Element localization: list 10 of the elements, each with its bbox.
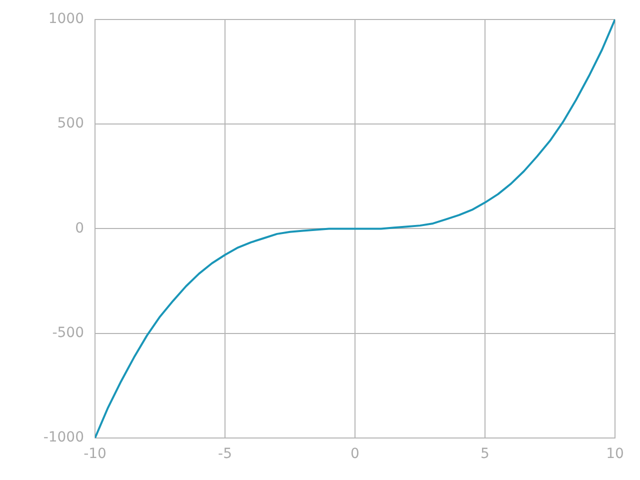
y-tick-label: 0 [75,220,84,236]
x-tick-label: 5 [480,446,490,462]
x-tick-label: -10 [84,446,106,462]
y-tick-label: 500 [57,116,84,132]
y-tick-label: -500 [52,324,84,341]
y-tick-label: -1000 [43,430,84,446]
x-tick-label: -5 [218,446,232,462]
x-tick-label: 0 [350,446,360,462]
x-tick-label: 10 [606,446,624,462]
y-tick-label: 1000 [48,11,84,28]
